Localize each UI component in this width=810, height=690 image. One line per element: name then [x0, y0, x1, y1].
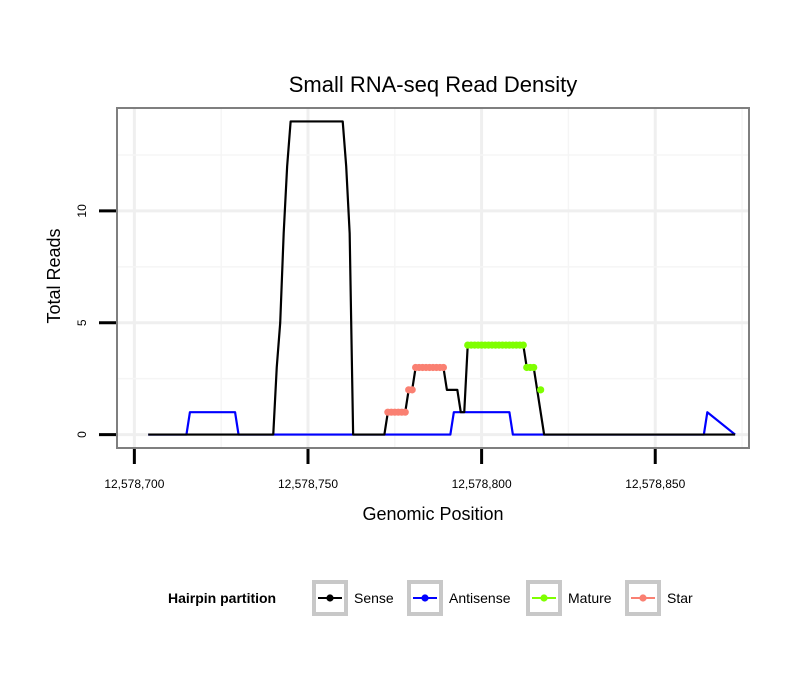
chart-title: Small RNA-seq Read Density — [289, 72, 578, 97]
x-axis: 12,578,700 12,578,750 12,578,800 12,578,850 — [104, 449, 686, 491]
y-axis: 0 5 10 — [75, 204, 116, 438]
y-tick-label: 5 — [75, 319, 89, 326]
y-axis-title: Total Reads — [44, 228, 64, 323]
data-point-star — [439, 363, 448, 372]
legend-label-mature: Mature — [568, 590, 612, 606]
legend-point-mature — [540, 594, 548, 602]
x-tick-label: 12,578,800 — [452, 477, 512, 491]
series-layer — [148, 120, 736, 436]
data-point-star — [408, 386, 416, 394]
legend-point-star — [639, 594, 647, 602]
data-point-mature — [519, 341, 527, 349]
x-tick-label: 12,578,850 — [625, 477, 685, 491]
data-point-star — [401, 408, 409, 416]
x-axis-title: Genomic Position — [362, 504, 503, 524]
data-point-mature — [530, 363, 538, 372]
y-tick-label: 10 — [75, 204, 89, 218]
legend: Hairpin partition Sense Antisense Mature St… — [168, 580, 693, 616]
legend-point-sense — [326, 594, 334, 602]
grid — [117, 108, 749, 448]
data-point-mature — [537, 386, 545, 394]
legend-title: Hairpin partition — [168, 590, 276, 606]
y-tick-label: 0 — [75, 431, 89, 438]
legend-point-antisense — [421, 594, 429, 602]
legend-label-sense: Sense — [354, 590, 394, 606]
legend-label-star: Star — [667, 590, 693, 606]
legend-label-antisense: Antisense — [449, 590, 511, 606]
x-tick-label: 12,578,750 — [278, 477, 338, 491]
series-line-sense — [148, 120, 736, 436]
series-line-antisense — [148, 411, 736, 436]
x-tick-label: 12,578,700 — [104, 477, 164, 491]
panel-border — [116, 107, 750, 449]
